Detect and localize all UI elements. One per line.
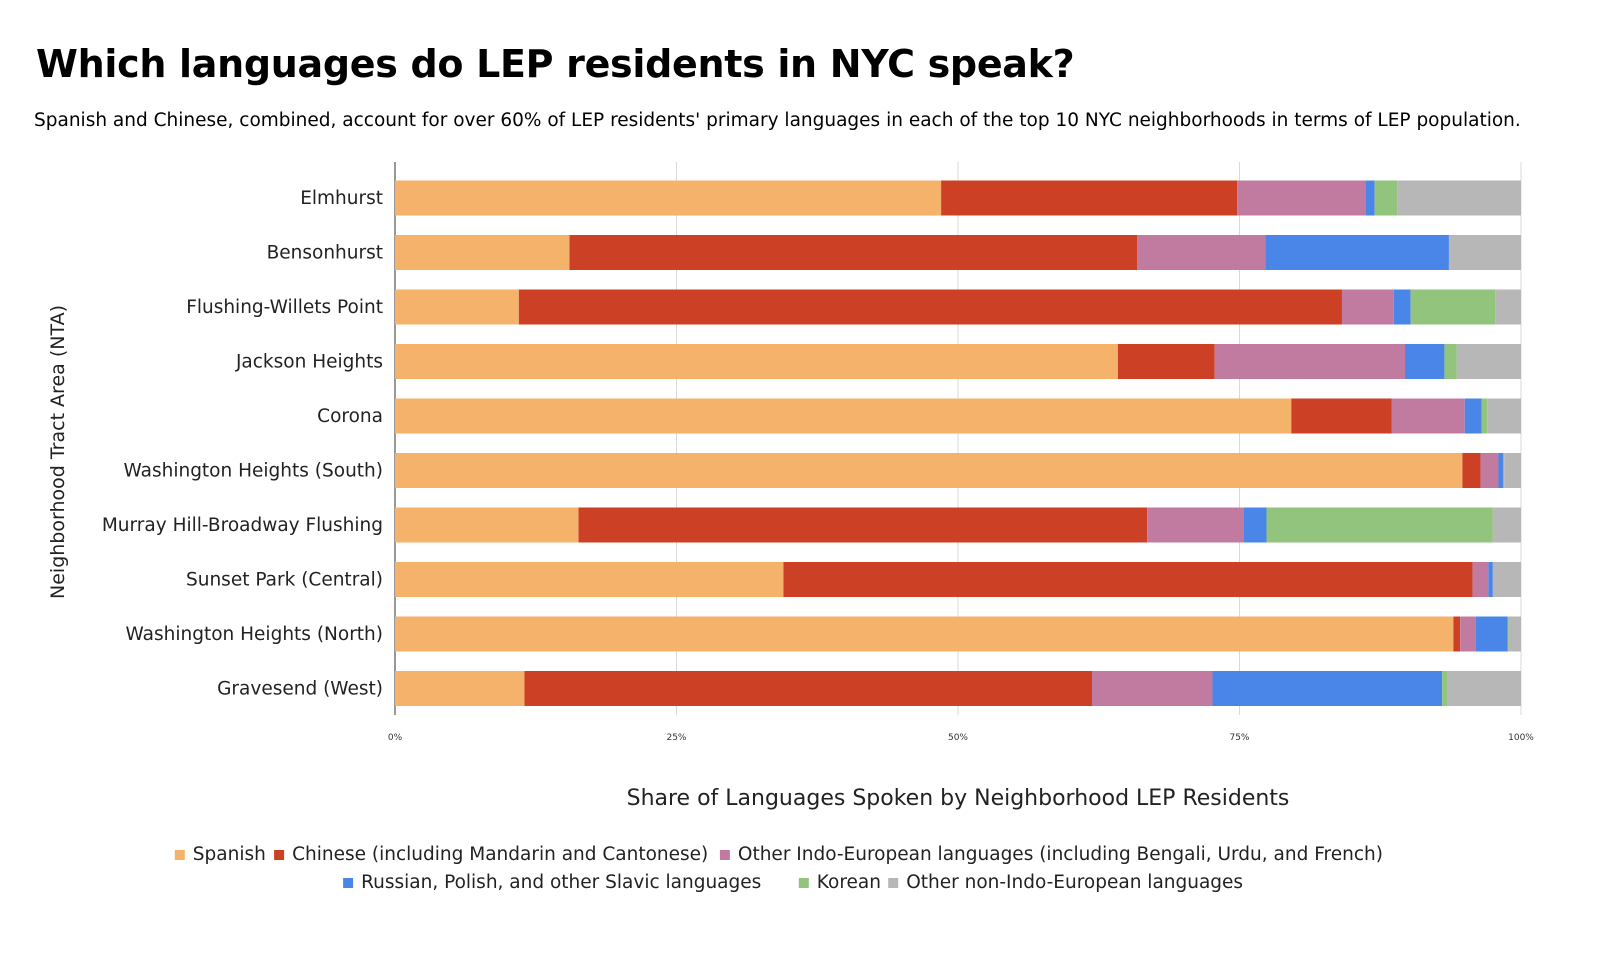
- bar-segment: [1244, 507, 1267, 543]
- bar-segment: [941, 180, 1238, 216]
- legend-swatch: [719, 850, 730, 860]
- legend-label: Spanish: [193, 844, 266, 865]
- bar-segment: [1504, 453, 1521, 488]
- legend-label: Chinese (including Mandarin and Cantones…: [292, 844, 708, 865]
- bar-segment: [395, 289, 519, 325]
- legend-swatch: [274, 850, 285, 860]
- bar-segment: [578, 507, 1148, 543]
- bar-segment: [1341, 289, 1394, 325]
- bar-segment: [1460, 616, 1476, 652]
- bar-segment: [1495, 289, 1521, 325]
- bar-segment: [1397, 180, 1521, 216]
- bar-segment: [1442, 671, 1448, 706]
- legend-swatch: [174, 850, 185, 860]
- bar-segment: [1475, 616, 1508, 652]
- bar-segment: [1405, 344, 1445, 379]
- bar-segment: [1448, 235, 1521, 270]
- category-label: Washington Heights (North): [126, 624, 383, 645]
- legend-label: Korean: [817, 872, 881, 893]
- bar-segment: [1456, 344, 1521, 379]
- bar-segment: [1444, 344, 1457, 379]
- legend-label: Other non-Indo-European languages: [906, 872, 1243, 893]
- bar-segment: [395, 235, 570, 270]
- category-label: Flushing-Willets Point: [186, 297, 383, 318]
- category-label: Bensonhurst: [267, 243, 383, 264]
- bar-segment: [518, 289, 1342, 325]
- bar-segment: [1393, 289, 1411, 325]
- bar-segment: [1508, 616, 1521, 652]
- legend-swatch: [798, 878, 809, 888]
- x-tick-label: 75%: [1229, 733, 1249, 743]
- chart-subtitle: Spanish and Chinese, combined, account f…: [34, 110, 1521, 131]
- bar-segment: [1214, 344, 1406, 379]
- bar-segment: [395, 616, 1454, 652]
- x-tick-label: 25%: [666, 733, 686, 743]
- bar-segment: [1447, 671, 1521, 706]
- bar-segment: [1147, 507, 1245, 543]
- legend-swatch: [888, 878, 899, 888]
- bar-segment: [395, 507, 579, 543]
- category-label: Murray Hill-Broadway Flushing: [102, 515, 383, 536]
- x-axis-title: Share of Languages Spoken by Neighborhoo…: [627, 786, 1290, 811]
- category-label: Sunset Park (Central): [186, 570, 383, 591]
- bar-segment: [395, 562, 784, 597]
- bar-segment: [1212, 671, 1443, 706]
- bar-segment: [395, 453, 1463, 488]
- category-label: Jackson Heights: [235, 352, 383, 373]
- bar-segment: [395, 398, 1292, 434]
- category-label: Gravesend (West): [217, 679, 383, 700]
- bar-segment: [1265, 235, 1449, 270]
- bar-segment: [1117, 344, 1215, 379]
- bar-segment: [395, 344, 1118, 379]
- x-tick-label: 0%: [388, 733, 403, 743]
- bar-segment: [1365, 180, 1375, 216]
- bar-segment: [1507, 616, 1509, 652]
- bar-segment: [1391, 398, 1465, 434]
- bar-segment: [1498, 453, 1503, 488]
- bar-segment: [1464, 398, 1482, 434]
- bar-segment: [1374, 180, 1398, 216]
- bar-segment: [1480, 453, 1499, 488]
- bar-segment: [1291, 398, 1392, 434]
- chart-title: Which languages do LEP residents in NYC …: [36, 42, 1075, 86]
- category-label: Washington Heights (South): [124, 461, 383, 482]
- x-tick-label: 100%: [1508, 733, 1534, 743]
- x-tick-label: 50%: [948, 733, 968, 743]
- bar-segment: [1462, 453, 1481, 488]
- bar-segment: [1502, 453, 1505, 488]
- bar-segment: [1481, 398, 1488, 434]
- bar-segment: [1488, 562, 1493, 597]
- bar-segment: [1487, 398, 1521, 434]
- y-axis-title: Neighborhood Tract Area (NTA): [47, 305, 69, 599]
- category-label: Elmhurst: [300, 188, 383, 209]
- bar-segment: [783, 562, 1473, 597]
- legend-label: Other Indo-European languages (including…: [738, 844, 1383, 865]
- bar-segment: [1091, 671, 1213, 706]
- bar-segment: [1472, 562, 1489, 597]
- bar-segment: [1410, 289, 1496, 325]
- bar-segment: [1492, 562, 1521, 597]
- bar-segment: [524, 671, 1092, 706]
- legend-swatch: [343, 878, 354, 888]
- legend-label: Russian, Polish, and other Slavic langua…: [361, 872, 761, 893]
- category-label: Corona: [317, 406, 383, 427]
- bar-segment: [1237, 180, 1366, 216]
- bar-segment: [1492, 507, 1521, 543]
- bar-segment: [569, 235, 1138, 270]
- bar-segment: [395, 671, 525, 706]
- bar-segment: [395, 180, 942, 216]
- bar-segment: [1453, 616, 1461, 652]
- bar-segment: [1266, 507, 1493, 543]
- bar-segment: [1137, 235, 1266, 270]
